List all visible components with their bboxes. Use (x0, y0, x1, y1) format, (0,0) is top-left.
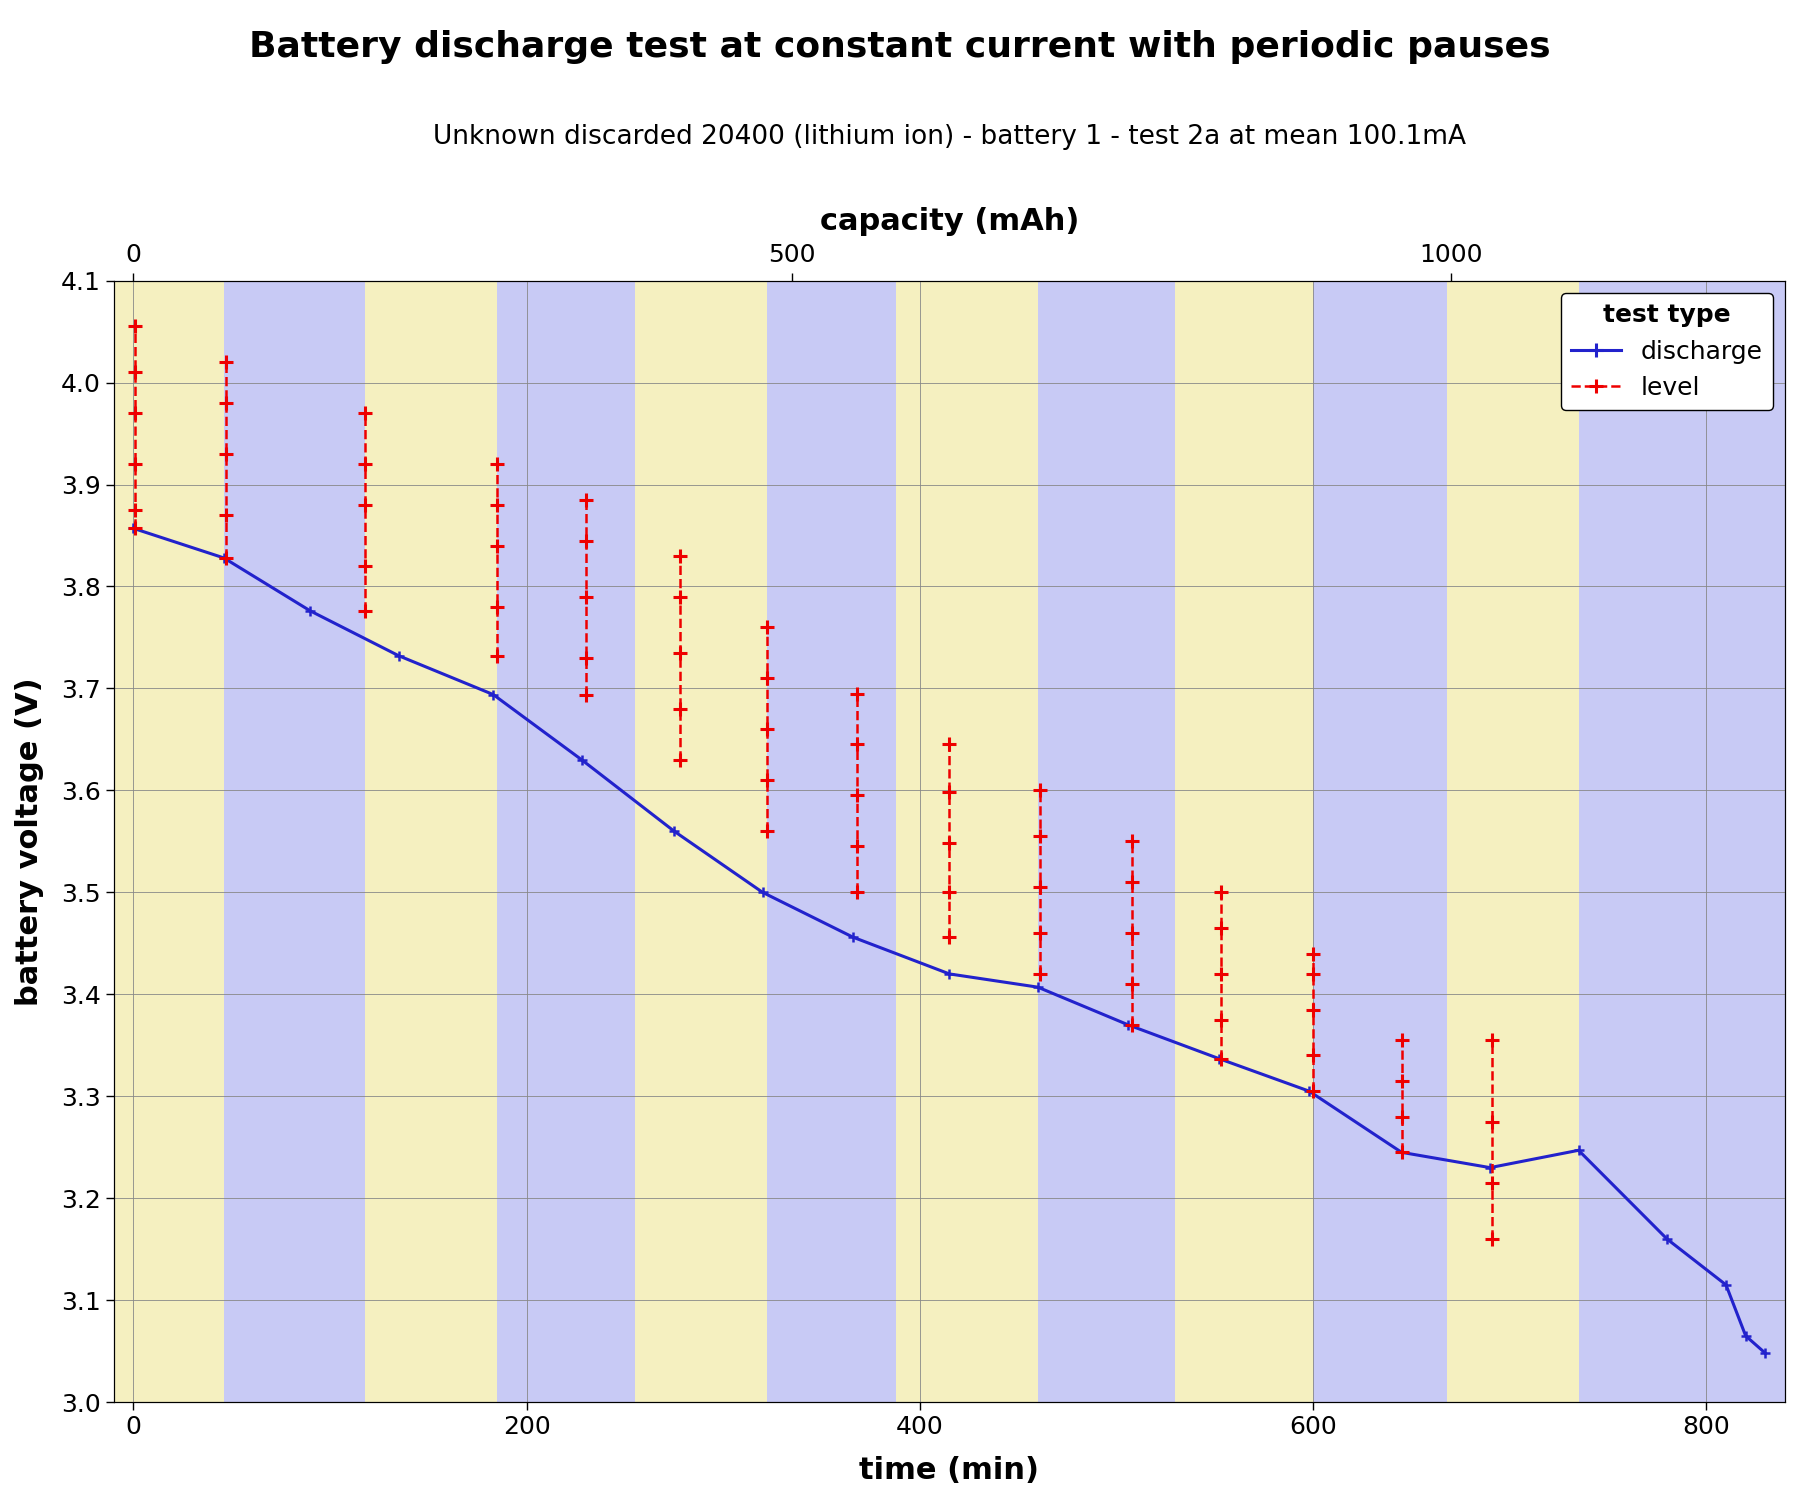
Bar (1314, 280, 1447, 1402)
Bar (635, 280, 767, 1402)
Title: Unknown discarded 20400 (lithium ion) - battery 1 - test 2a at mean 100.1mA: Unknown discarded 20400 (lithium ion) - … (432, 124, 1465, 150)
X-axis label: time (min): time (min) (859, 1456, 1039, 1485)
Bar (223, 280, 365, 1402)
Bar (1039, 280, 1175, 1402)
Bar (113, 280, 223, 1402)
Bar (1175, 280, 1314, 1402)
Legend: discharge, level: discharge, level (1561, 292, 1773, 410)
Bar (1447, 280, 1579, 1402)
Bar (1579, 280, 1786, 1402)
Bar (767, 280, 896, 1402)
X-axis label: capacity (mAh): capacity (mAh) (819, 207, 1078, 236)
Y-axis label: battery voltage (V): battery voltage (V) (14, 676, 43, 1005)
Bar (365, 280, 497, 1402)
Text: Battery discharge test at constant current with periodic pauses: Battery discharge test at constant curre… (248, 30, 1552, 64)
Bar (896, 280, 1039, 1402)
Bar (497, 280, 635, 1402)
